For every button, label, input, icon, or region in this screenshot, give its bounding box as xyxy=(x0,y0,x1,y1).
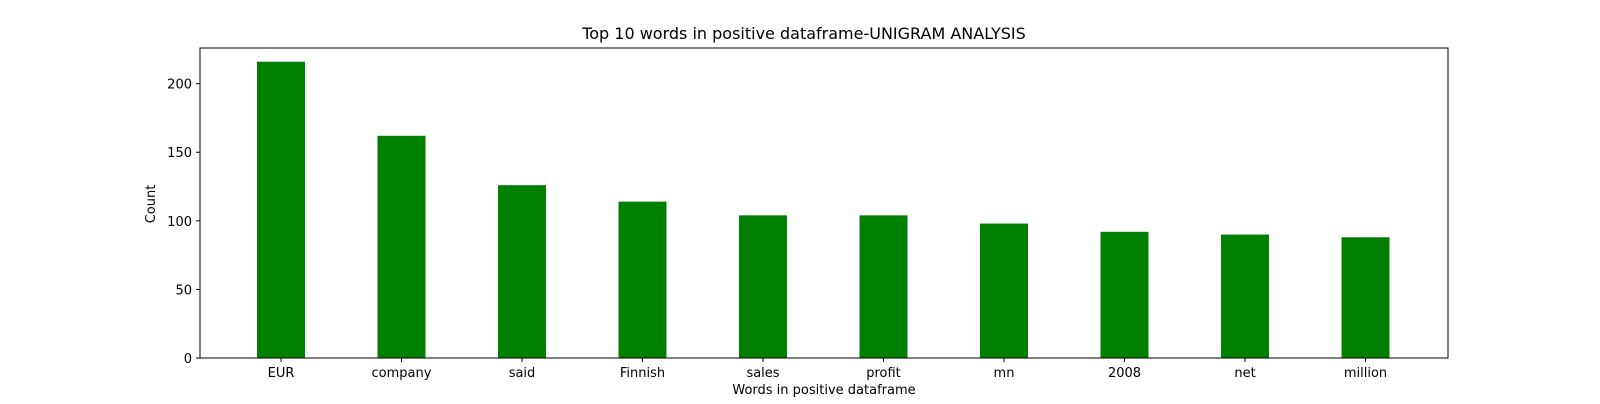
y-axis-label: Count xyxy=(144,185,159,224)
bar-sales xyxy=(739,215,787,358)
bar-2008 xyxy=(1100,231,1149,358)
y-tick-label: 100 xyxy=(167,215,192,230)
x-tick-label: sales xyxy=(746,366,779,381)
bars-layer xyxy=(257,61,1390,358)
bar-mn xyxy=(980,223,1028,358)
bar-said xyxy=(498,185,546,358)
x-tick-label: Finnish xyxy=(620,366,665,381)
bar-company xyxy=(377,135,426,358)
plot-frame xyxy=(199,47,1449,359)
x-tick-label: million xyxy=(1344,366,1387,381)
x-tick-label: profit xyxy=(866,366,901,381)
y-tick-label: 0 xyxy=(184,352,192,367)
x-tick-label: said xyxy=(509,366,536,381)
bar-net xyxy=(1221,234,1269,358)
bar-profit xyxy=(859,215,908,358)
x-tick-label: EUR xyxy=(268,366,295,381)
bar-million xyxy=(1341,237,1390,358)
y-tick-label: 150 xyxy=(167,146,192,161)
x-tick-label: net xyxy=(1234,366,1255,381)
x-tick-label: mn xyxy=(994,366,1015,381)
bar-finnish xyxy=(618,201,667,358)
x-tick-label: company xyxy=(372,366,432,381)
bar-eur xyxy=(257,61,305,358)
chart-title: Top 10 words in positive dataframe-UNIGR… xyxy=(581,24,1026,43)
x-axis-label: Words in positive dataframe xyxy=(732,383,915,398)
y-tick-label: 200 xyxy=(167,78,192,93)
x-tick-label: 2008 xyxy=(1108,366,1141,381)
y-tick-label: 50 xyxy=(175,283,192,298)
ticks-layer: EUR company said Finnish sales profit mn 2008 ne… xyxy=(167,78,1387,381)
